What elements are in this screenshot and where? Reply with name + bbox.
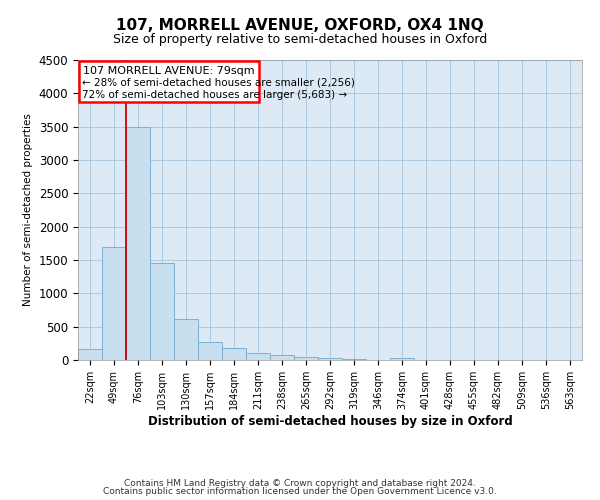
Bar	[390, 358, 414, 360]
Text: 107 MORRELL AVENUE: 79sqm: 107 MORRELL AVENUE: 79sqm	[83, 66, 255, 76]
Text: Contains HM Land Registry data © Crown copyright and database right 2024.: Contains HM Land Registry data © Crown c…	[124, 478, 476, 488]
Bar	[222, 348, 246, 360]
Text: Contains public sector information licensed under the Open Government Licence v3: Contains public sector information licen…	[103, 487, 497, 496]
Text: ← 28% of semi-detached houses are smaller (2,256): ← 28% of semi-detached houses are smalle…	[82, 78, 355, 88]
FancyBboxPatch shape	[79, 60, 259, 102]
Bar	[294, 356, 318, 360]
Text: 107, MORRELL AVENUE, OXFORD, OX4 1NQ: 107, MORRELL AVENUE, OXFORD, OX4 1NQ	[116, 18, 484, 32]
Bar	[150, 264, 174, 360]
Bar	[126, 126, 150, 360]
Bar	[246, 354, 270, 360]
Bar	[342, 358, 366, 360]
Bar	[78, 350, 102, 360]
Bar	[102, 246, 126, 360]
Bar	[198, 342, 222, 360]
Y-axis label: Number of semi-detached properties: Number of semi-detached properties	[23, 114, 33, 306]
Bar	[318, 358, 342, 360]
X-axis label: Distribution of semi-detached houses by size in Oxford: Distribution of semi-detached houses by …	[148, 414, 512, 428]
Bar	[174, 318, 198, 360]
Text: 72% of semi-detached houses are larger (5,683) →: 72% of semi-detached houses are larger (…	[82, 90, 347, 101]
Bar	[270, 354, 294, 360]
Text: Size of property relative to semi-detached houses in Oxford: Size of property relative to semi-detach…	[113, 32, 487, 46]
